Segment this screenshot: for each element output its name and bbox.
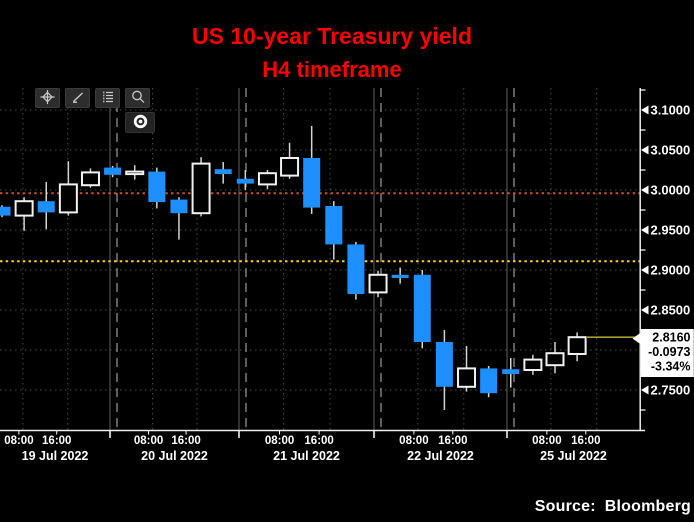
candle-body-down (236, 178, 254, 184)
active-tool-marker-button[interactable] (125, 112, 155, 133)
candle-body-up (80, 171, 100, 187)
x-axis-time-label: 08:00 (532, 435, 561, 447)
y-axis-label: 2.9000 (651, 263, 691, 278)
y-axis-label: 2.9500 (651, 223, 691, 238)
candle-body-up (191, 162, 211, 215)
candle-body-down (214, 169, 232, 174)
trendline-draw-icon (70, 89, 86, 108)
candle-body-up (567, 336, 587, 356)
candle-body-down (37, 201, 55, 213)
candle-body-up (58, 183, 78, 214)
x-axis-time-label: 16:00 (304, 435, 333, 447)
price-callout-pointer (632, 332, 641, 345)
candle-body-down (435, 342, 453, 387)
x-axis-time-label: 08:00 (134, 435, 163, 447)
y-axis-tick-arrow (641, 145, 649, 155)
candle-body-up (280, 157, 300, 177)
x-axis-date-label: 19 Jul 2022 (22, 449, 89, 463)
candle-body-up (125, 170, 145, 176)
source-attribution: Source: Bloomberg (535, 498, 691, 516)
x-axis-date-label: 21 Jul 2022 (273, 449, 340, 463)
zoom-icon (130, 89, 146, 108)
candle-body-down (347, 244, 365, 294)
x-axis-time-label: 16:00 (171, 435, 200, 447)
price-callout-pct-change: -3.34% (651, 360, 691, 374)
candle-body-down (413, 274, 431, 342)
candle-body-down (104, 167, 122, 175)
y-axis-tick-arrow (641, 385, 649, 395)
x-axis-time-label: 08:00 (399, 435, 428, 447)
y-axis-tick-arrow (641, 305, 649, 315)
chart-subtitle: H4 timeframe (262, 57, 402, 82)
y-axis-label: 3.0000 (651, 183, 691, 198)
crosshair-button[interactable] (35, 88, 60, 108)
candle-body-up (368, 273, 388, 294)
annotation-list-icon (100, 89, 116, 108)
y-axis-label: 2.8500 (651, 303, 691, 318)
y-axis-tick-arrow (641, 225, 649, 235)
y-axis-tick-arrow (641, 185, 649, 195)
chart-title: US 10-year Treasury yield (192, 23, 472, 49)
price-callout-last-price: 2.8160 (652, 331, 690, 345)
candle-body-down (148, 171, 166, 202)
source-label: Source: (534, 498, 596, 515)
dot-marker-icon (132, 113, 149, 133)
crosshair-icon (39, 89, 56, 108)
candle-body-down (502, 369, 520, 374)
candle-body-down (0, 206, 11, 216)
x-axis-time-label: 16:00 (438, 435, 467, 447)
y-axis-label: 2.7500 (651, 383, 691, 398)
chart-title-block: US 10-year Treasury yield H4 timeframe (0, 23, 664, 83)
price-callout-box (640, 329, 694, 377)
x-axis-date-label: 22 Jul 2022 (407, 449, 474, 463)
candle-body-up (523, 358, 543, 372)
x-axis-time-label: 16:00 (571, 435, 600, 447)
chart-toolbar (35, 88, 150, 108)
price-callout-net-change: -0.0973 (648, 345, 690, 359)
y-axis-label: 3.0500 (651, 143, 691, 158)
candle-body-down (325, 206, 343, 245)
x-axis-date-label: 25 Jul 2022 (540, 449, 607, 463)
candle-body-up (14, 200, 34, 217)
y-axis-label: 3.1000 (651, 103, 691, 118)
candle-body-down (303, 158, 321, 208)
y-axis-tick-arrow (641, 105, 649, 115)
x-axis-date-label: 20 Jul 2022 (141, 449, 208, 463)
candle-body-up (457, 367, 477, 388)
candle-body-down (391, 274, 409, 278)
candle-body-down (170, 199, 188, 214)
zoom-button[interactable] (125, 88, 150, 108)
y-axis-tick-arrow (641, 265, 649, 275)
annotation-list-button[interactable] (95, 88, 120, 108)
candle-body-up (545, 352, 565, 367)
source-brand: Bloomberg (604, 498, 691, 515)
candle-body-down (480, 368, 498, 394)
x-axis-time-label: 16:00 (42, 435, 71, 447)
x-axis-time-label: 08:00 (265, 435, 294, 447)
trendline-draw-button[interactable] (65, 88, 90, 108)
x-axis-time-label: 08:00 (4, 435, 33, 447)
candle-body-up (257, 172, 277, 186)
